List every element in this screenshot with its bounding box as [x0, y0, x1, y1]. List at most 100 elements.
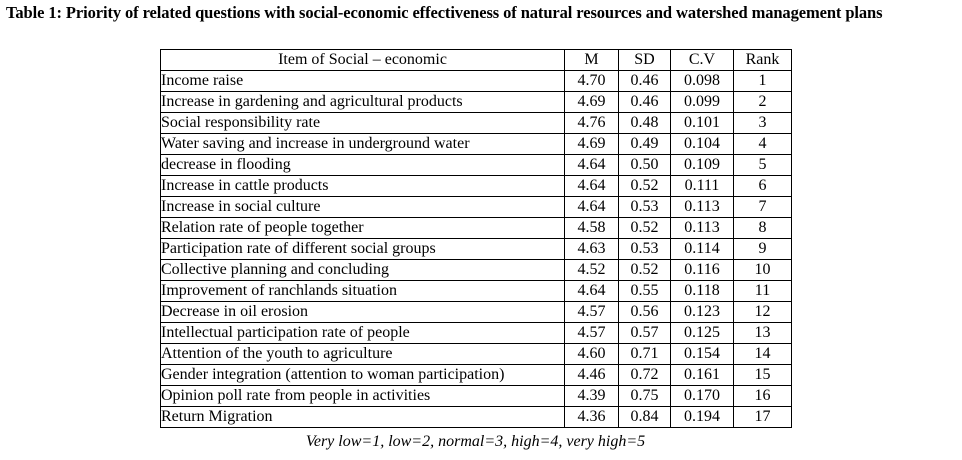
mean-cell: 4.63: [564, 238, 619, 260]
header-sd: SD: [618, 49, 671, 71]
item-cell: Water saving and increase in underground…: [160, 133, 565, 155]
table-row: Attention of the youth to agriculture 4.6…: [160, 343, 792, 365]
rank-cell: 8: [733, 217, 792, 239]
rank-cell: 12: [733, 301, 792, 323]
sd-cell: 0.49: [618, 133, 671, 155]
rank-cell: 6: [733, 175, 792, 197]
cv-cell: 0.161: [670, 364, 734, 386]
mean-cell: 4.76: [564, 112, 619, 134]
mean-cell: 4.36: [564, 406, 619, 428]
cv-cell: 0.111: [670, 175, 734, 197]
rank-cell: 10: [733, 259, 792, 281]
sd-cell: 0.46: [618, 70, 671, 92]
item-cell: Income raise: [160, 70, 565, 92]
item-cell: Attention of the youth to agriculture: [160, 343, 565, 365]
mean-cell: 4.70: [564, 70, 619, 92]
table-row: Participation rate of different social g…: [160, 238, 792, 260]
rank-cell: 2: [733, 91, 792, 113]
sd-cell: 0.52: [618, 175, 671, 197]
rank-cell: 13: [733, 322, 792, 344]
rank-cell: 5: [733, 154, 792, 176]
item-cell: Social responsibility rate: [160, 112, 565, 134]
rank-cell: 14: [733, 343, 792, 365]
table-row: Increase in gardening and agricultural p…: [160, 91, 792, 113]
item-cell: Increase in cattle products: [160, 175, 565, 197]
priority-table: Item of Social – economic M SD C.V Rank …: [160, 49, 792, 428]
table-row: Gender integration (attention to woman p…: [160, 364, 792, 386]
header-item: Item of Social – economic: [160, 49, 565, 71]
cv-cell: 0.113: [670, 217, 734, 239]
item-cell: Increase in social culture: [160, 196, 565, 218]
sd-cell: 0.72: [618, 364, 671, 386]
table-body: Income raise 4.70 0.46 0.098 1 Increase in ga…: [160, 70, 792, 428]
mean-cell: 4.69: [564, 91, 619, 113]
cv-cell: 0.125: [670, 322, 734, 344]
sd-cell: 0.53: [618, 196, 671, 218]
cv-cell: 0.113: [670, 196, 734, 218]
sd-cell: 0.52: [618, 259, 671, 281]
table-row: Return Migration 4.36 0.84 0.194 17: [160, 406, 792, 428]
scale-footnote: Very low=1, low=2, normal=3, high=4, ver…: [305, 433, 646, 450]
table-row: Income raise 4.70 0.46 0.098 1: [160, 70, 792, 92]
table-row: Opinion poll rate from people in activit…: [160, 385, 792, 407]
rank-cell: 15: [733, 364, 792, 386]
table-row: Increase in cattle products 4.64 0.52 0.111…: [160, 175, 792, 197]
item-cell: decrease in flooding: [160, 154, 565, 176]
cv-cell: 0.116: [670, 259, 734, 281]
table-row: Collective planning and concluding 4.52 0.…: [160, 259, 792, 281]
table-header-row: Item of Social – economic M SD C.V Rank: [160, 49, 792, 71]
sd-cell: 0.53: [618, 238, 671, 260]
rank-cell: 9: [733, 238, 792, 260]
rank-cell: 11: [733, 280, 792, 302]
table-row: Improvement of ranchlands situation 4.64 0…: [160, 280, 792, 302]
header-mean: M: [564, 49, 619, 71]
table-row: decrease in flooding 4.64 0.50 0.109 5: [160, 154, 792, 176]
mean-cell: 4.69: [564, 133, 619, 155]
item-cell: Relation rate of people together: [160, 217, 565, 239]
mean-cell: 4.60: [564, 343, 619, 365]
item-cell: Opinion poll rate from people in activit…: [160, 385, 565, 407]
cv-cell: 0.118: [670, 280, 734, 302]
table-row: Intellectual participation rate of peopl…: [160, 322, 792, 344]
header-rank: Rank: [733, 49, 792, 71]
mean-cell: 4.64: [564, 280, 619, 302]
sd-cell: 0.48: [618, 112, 671, 134]
table-row: Water saving and increase in underground…: [160, 133, 792, 155]
sd-cell: 0.84: [618, 406, 671, 428]
cv-cell: 0.101: [670, 112, 734, 134]
table-row: Decrease in oil erosion 4.57 0.56 0.123 12: [160, 301, 792, 323]
item-cell: Gender integration (attention to woman p…: [160, 364, 565, 386]
mean-cell: 4.52: [564, 259, 619, 281]
mean-cell: 4.58: [564, 217, 619, 239]
cv-cell: 0.154: [670, 343, 734, 365]
mean-cell: 4.57: [564, 322, 619, 344]
table-row: Increase in social culture 4.64 0.53 0.113 7: [160, 196, 792, 218]
sd-cell: 0.52: [618, 217, 671, 239]
mean-cell: 4.57: [564, 301, 619, 323]
mean-cell: 4.64: [564, 154, 619, 176]
item-cell: Decrease in oil erosion: [160, 301, 565, 323]
rank-cell: 3: [733, 112, 792, 134]
table-row: Social responsibility rate 4.76 0.48 0.101 3: [160, 112, 792, 134]
cv-cell: 0.099: [670, 91, 734, 113]
cv-cell: 0.123: [670, 301, 734, 323]
sd-cell: 0.57: [618, 322, 671, 344]
sd-cell: 0.46: [618, 91, 671, 113]
rank-cell: 4: [733, 133, 792, 155]
item-cell: Increase in gardening and agricultural p…: [160, 91, 565, 113]
header-cv: C.V: [670, 49, 734, 71]
sd-cell: 0.71: [618, 343, 671, 365]
rank-cell: 1: [733, 70, 792, 92]
cv-cell: 0.194: [670, 406, 734, 428]
item-cell: Return Migration: [160, 406, 565, 428]
sd-cell: 0.56: [618, 301, 671, 323]
cv-cell: 0.109: [670, 154, 734, 176]
table-caption: Table 1: Priority of related questions w…: [6, 3, 883, 22]
mean-cell: 4.39: [564, 385, 619, 407]
rank-cell: 16: [733, 385, 792, 407]
mean-cell: 4.46: [564, 364, 619, 386]
table-row: Relation rate of people together 4.58 0.52…: [160, 217, 792, 239]
cv-cell: 0.104: [670, 133, 734, 155]
sd-cell: 0.55: [618, 280, 671, 302]
mean-cell: 4.64: [564, 175, 619, 197]
